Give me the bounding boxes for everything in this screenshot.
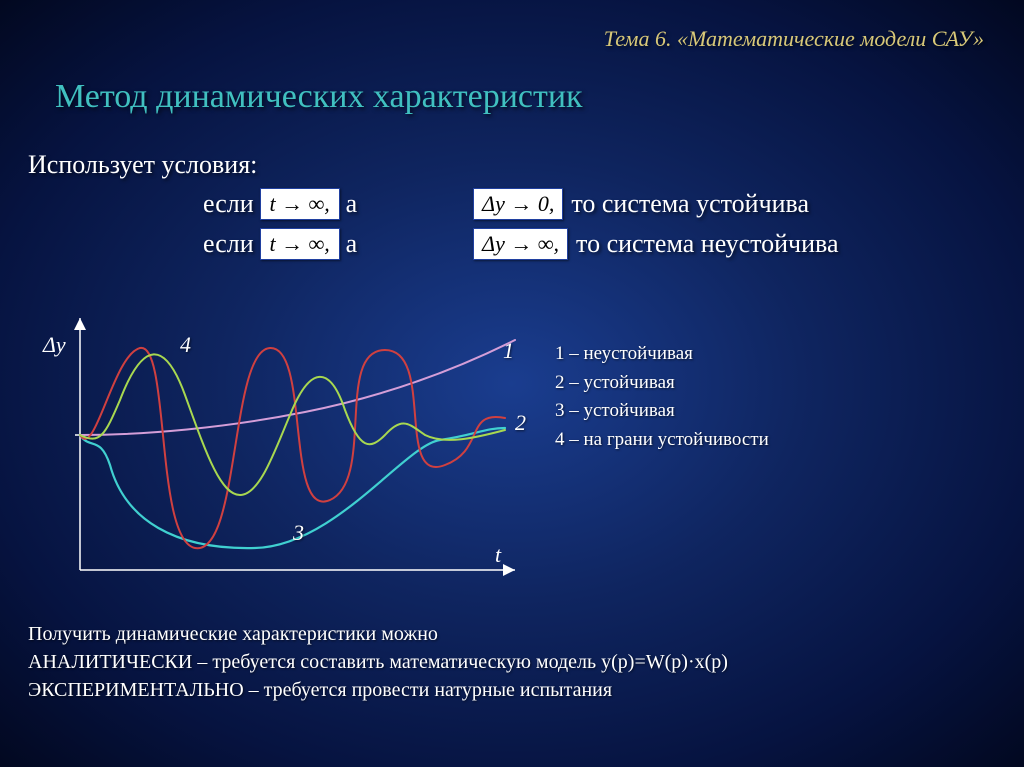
bottom-text: Получить динамические характеристики мож…	[28, 620, 728, 704]
legend-item-4: 4 – на грани устойчивости	[555, 426, 769, 455]
cond1-formula-1: t → ∞,	[260, 188, 340, 220]
stability-chart: Δy t 1 2 3 4	[25, 300, 535, 600]
bottom-line-2: АНАЛИТИЧЕСКИ – требуется составить матем…	[28, 648, 728, 676]
cond2-suffix: то система неустойчива	[576, 229, 838, 259]
cond1-mid: а	[346, 189, 358, 219]
cond2-formula-1: t → ∞,	[260, 228, 340, 260]
topic-header: Тема 6. «Математические модели САУ»	[604, 26, 984, 52]
legend-item-1: 1 – неустойчивая	[555, 340, 769, 369]
chart-legend: 1 – неустойчивая 2 – устойчивая 3 – усто…	[555, 340, 769, 454]
condition-row-2: если t → ∞, а Δy → ∞, то система неустой…	[203, 224, 839, 264]
curve-label-4: 4	[180, 332, 191, 357]
cond2-mid: а	[346, 229, 358, 259]
curve-label-3: 3	[292, 520, 304, 545]
cond2-formula-2: Δy → ∞,	[473, 228, 568, 260]
conditions-header: Использует условия:	[28, 150, 839, 180]
cond2-prefix: если	[203, 229, 254, 259]
conditions-block: Использует условия: если t → ∞, а Δy → 0…	[28, 150, 839, 264]
x-axis-label: t	[495, 542, 502, 567]
legend-item-2: 2 – устойчивая	[555, 369, 769, 398]
cond1-suffix: то система устойчива	[571, 189, 809, 219]
y-axis-label: Δy	[42, 332, 66, 357]
legend-item-3: 3 – устойчивая	[555, 397, 769, 426]
bottom-line-3: ЭКСПЕРИМЕНТАЛЬНО – требуется провести на…	[28, 676, 728, 704]
cond1-prefix: если	[203, 189, 254, 219]
slide-title: Метод динамических характеристик	[55, 78, 583, 116]
curve-4	[80, 354, 505, 495]
bottom-line-1: Получить динамические характеристики мож…	[28, 620, 728, 648]
cond1-formula-2: Δy → 0,	[473, 188, 563, 220]
condition-row-1: если t → ∞, а Δy → 0, то система устойчи…	[203, 184, 839, 224]
curve-label-1: 1	[503, 338, 514, 363]
curve-label-2: 2	[515, 410, 526, 435]
